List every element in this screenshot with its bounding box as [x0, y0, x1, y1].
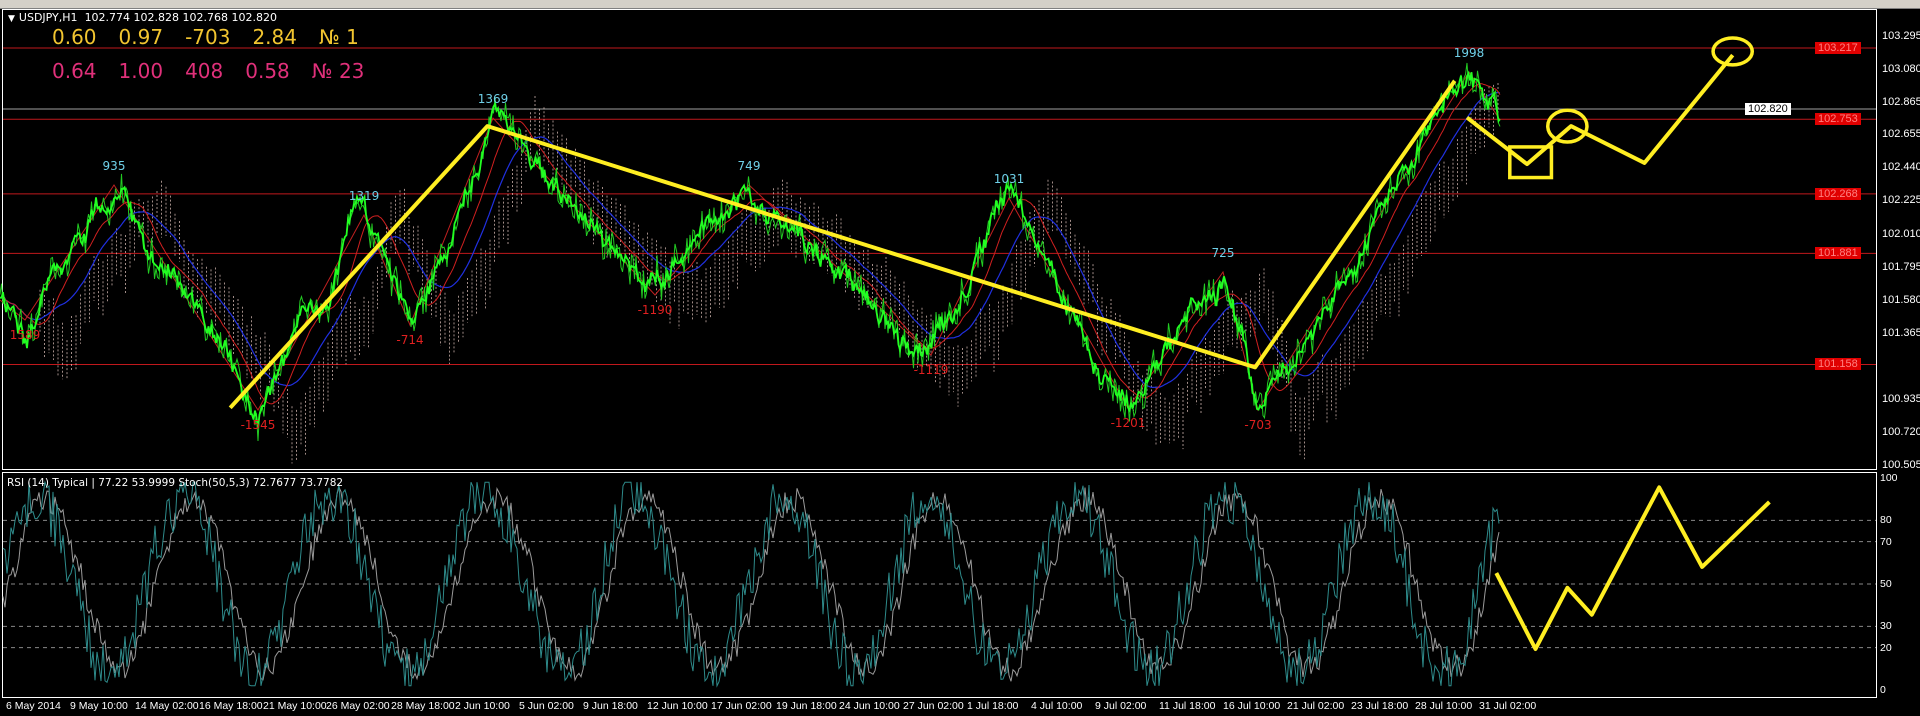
rsi-axis-label: 0: [1880, 684, 1886, 696]
stats-row-2: 0.64 1.00 408 0.58 № 23: [52, 59, 386, 83]
time-axis-label: 28 Jul 10:00: [1415, 700, 1473, 712]
zigzag-line: [0, 71, 1501, 412]
rsi-axis-label: 50: [1880, 578, 1892, 590]
toolbar-strip: [0, 0, 1920, 9]
price-axis-label: 101.795: [1882, 260, 1920, 273]
zigzag-label-high: 1369: [477, 92, 509, 106]
time-axis-label: 9 Jun 18:00: [583, 700, 638, 712]
stat-value: 408: [185, 59, 224, 83]
time-axis-label: 24 Jun 10:00: [839, 700, 900, 712]
stat-number: № 23: [311, 59, 365, 83]
level-price-tag: 101.881: [1815, 247, 1861, 260]
dropdown-triangle-icon[interactable]: ▼: [8, 14, 15, 24]
zigzag-label-low: -1201: [1110, 416, 1146, 430]
forecast-path-drawing: [1465, 53, 1735, 167]
rsi-axis-label: 100: [1880, 472, 1898, 484]
zigzag-label-high: 725: [1211, 246, 1235, 260]
stat-value: 1.00: [118, 59, 164, 83]
symbol-timeframe: USDJPY,H1: [18, 11, 78, 24]
rsi-axis-label: 80: [1880, 514, 1892, 527]
zigzag-label-high: 1319: [348, 189, 380, 203]
target-circle-drawing: [1711, 36, 1755, 67]
time-axis-label: 12 Jun 10:00: [647, 700, 708, 712]
time-axis-label: 9 May 10:00: [70, 700, 128, 712]
price-axis-label: 102.010: [1882, 227, 1920, 240]
chart-title[interactable]: ▼ USDJPY,H1 102.774 102.828 102.768 102.8…: [8, 11, 277, 24]
indicator-title: RSI (14) Typical | 77.22 53.9999 Stoch(5…: [7, 477, 344, 489]
target-box-drawing: [1508, 145, 1554, 180]
time-axis-label: 31 Jul 02:00: [1479, 700, 1537, 712]
rsi-axis-label: 20: [1880, 641, 1892, 654]
price-axis-label: 102.225: [1882, 194, 1920, 207]
zigzag-label-low: -703: [1244, 418, 1272, 432]
price-axis-label: 100.505: [1882, 458, 1920, 471]
level-price-tag: 102.268: [1815, 187, 1861, 200]
price-axis-label: 102.440: [1882, 161, 1920, 174]
zigzag-label-low: 1589: [9, 328, 41, 342]
time-axis-label: 2 Jun 10:00: [455, 700, 510, 712]
time-axis-label: 21 May 10:00: [263, 700, 327, 712]
time-axis-label: 21 Jul 02:00: [1287, 700, 1345, 712]
price-axis-label: 101.580: [1882, 293, 1920, 306]
time-axis-label: 16 Jul 10:00: [1223, 700, 1281, 712]
rsi-indicator-pane[interactable]: [2, 472, 1877, 698]
time-axis-label: 4 Jul 10:00: [1031, 700, 1083, 712]
stat-value: -703: [185, 25, 231, 49]
price-axis-label: 100.935: [1882, 392, 1920, 405]
current-price-tag: 102.820: [1745, 103, 1791, 115]
stat-value: 0.97: [118, 25, 164, 49]
rsi-axis-label: 30: [1880, 620, 1892, 633]
level-price-tag: 101.158: [1815, 358, 1861, 371]
time-axis-label: 6 May 2014: [6, 700, 61, 712]
time-axis-label: 1 Jul 18:00: [967, 700, 1019, 712]
zigzag-label-low: -1545: [240, 418, 276, 432]
moving-average-blue: [0, 91, 1501, 388]
price-axis-label: 103.080: [1882, 63, 1920, 76]
rsi-axis-label: 70: [1880, 535, 1892, 548]
stat-value: 0.58: [245, 59, 290, 83]
price-axis-label: 103.295: [1882, 30, 1920, 42]
zigzag-label-low: -714: [396, 333, 424, 347]
price-axis-label: 102.865: [1882, 96, 1920, 109]
time-axis-label: 16 May 18:00: [199, 700, 263, 712]
time-axis-label: 14 May 02:00: [135, 700, 199, 712]
time-axis-label: 28 May 18:00: [391, 700, 455, 712]
time-axis-label: 23 Jul 18:00: [1351, 700, 1409, 712]
price-line: [0, 70, 1501, 428]
price-axis-label: 101.365: [1882, 326, 1920, 339]
time-axis-label: 5 Jun 02:00: [519, 700, 574, 712]
price-axis-label: 102.655: [1882, 128, 1920, 141]
zigzag-label-high: 749: [737, 159, 761, 173]
zigzag-label-low: -1190: [637, 303, 673, 317]
zigzag-label-high: 1998: [1453, 46, 1485, 60]
rsi-forecast-drawing: [1494, 485, 1771, 651]
time-axis-label: 19 Jun 18:00: [776, 700, 837, 712]
stat-value: 0.60: [52, 25, 97, 49]
time-axis-label: 9 Jul 02:00: [1095, 700, 1147, 712]
zigzag-label-low: -1119: [913, 363, 949, 377]
zigzag-label-high: 1031: [993, 172, 1025, 186]
zigzag-label-high: 935: [102, 159, 126, 173]
moving-average-red: [0, 83, 1501, 405]
rsi-line: [2, 480, 1500, 688]
time-axis-label: 27 Jun 02:00: [903, 700, 964, 712]
stat-number: № 1: [318, 25, 359, 49]
stat-value: 0.64: [52, 59, 97, 83]
price-chart-pane[interactable]: [2, 9, 1877, 470]
stochastic-line: [2, 485, 1500, 682]
time-axis-label: 17 Jun 02:00: [711, 700, 772, 712]
stats-row-1: 0.60 0.97 -703 2.84 № 1: [52, 25, 381, 49]
time-axis-label: 26 May 02:00: [326, 700, 390, 712]
ohlc-values: 102.774 102.828 102.768 102.820: [84, 11, 278, 24]
level-price-tag: 102.753: [1815, 113, 1861, 126]
time-axis-label: 11 Jul 18:00: [1159, 700, 1216, 712]
target-circle-drawing: [1546, 108, 1589, 144]
trend-line-drawing: [228, 79, 1457, 410]
level-price-tag: 103.217: [1815, 41, 1861, 54]
stat-value: 2.84: [252, 25, 297, 49]
price-axis-label: 100.720: [1882, 425, 1920, 438]
